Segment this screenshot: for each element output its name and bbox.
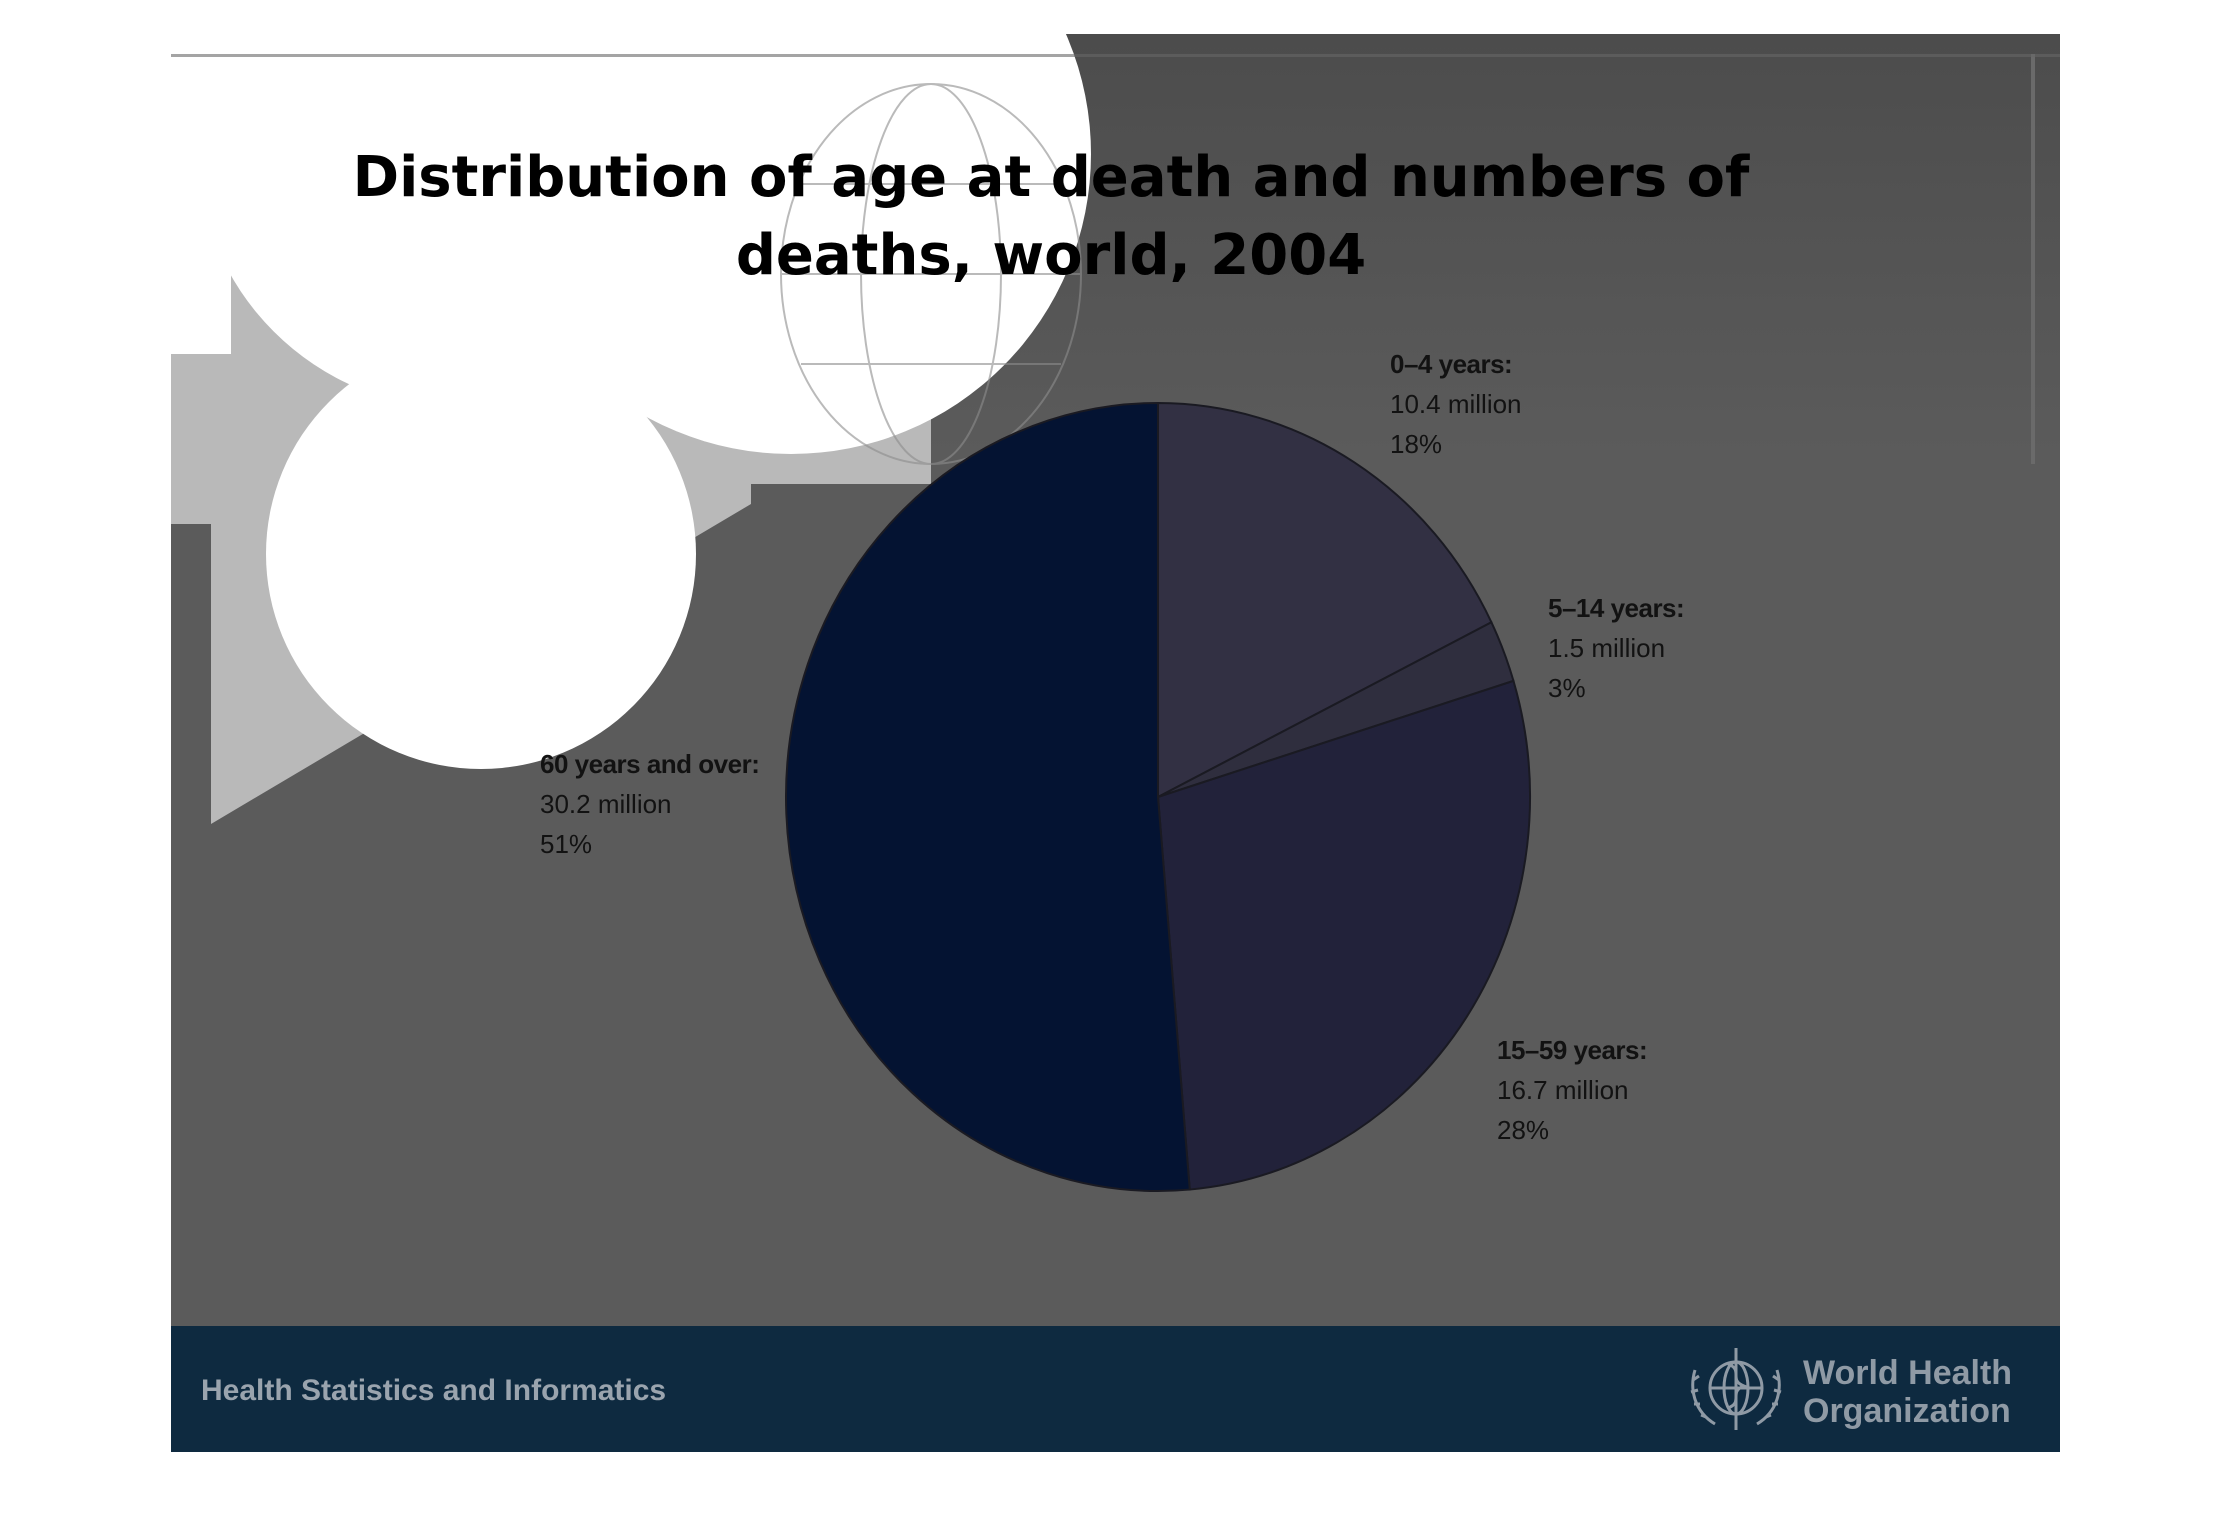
slice-label-name: 15–59 years: <box>1497 1035 1648 1065</box>
footer-bar: Health Statistics and Informatics World … <box>171 1326 2060 1452</box>
slice-label-value: 10.4 million <box>1390 389 1522 419</box>
pie-slice-60-plus <box>785 401 1191 1192</box>
pie-slice-0-4 <box>1157 401 1493 799</box>
slice-label-value: 1.5 million <box>1548 633 1666 663</box>
pie-chart <box>785 401 1531 1192</box>
slide: Distribution of age at death and numbers… <box>171 34 2060 1452</box>
slice-label-percent: 51% <box>540 829 593 859</box>
pie-slice-15-59 <box>1156 679 1531 1191</box>
who-name-line-1: World Health <box>1803 1354 2013 1392</box>
slice-label-percent: 3% <box>1548 673 1586 703</box>
slice-label-name: 0–4 years: <box>1390 349 1513 379</box>
slice-label-name: 5–14 years: <box>1548 593 1685 623</box>
slice-label-value: 16.7 million <box>1497 1075 1629 1105</box>
slice-label-5-14: 5–14 years: 1.5 million 3% <box>1548 588 1685 708</box>
slice-label-percent: 18% <box>1390 429 1443 459</box>
slice-label-0-4: 0–4 years: 10.4 million 18% <box>1390 344 1522 464</box>
slice-label-60-plus: 60 years and over: 30.2 million 51% <box>540 744 760 864</box>
chart-title: Distribution of age at death and numbers… <box>351 139 1751 295</box>
slice-label-value: 30.2 million <box>540 789 672 819</box>
who-name-line-2: Organization <box>1803 1392 2011 1430</box>
chart-title-line-1: Distribution of age at death and numbers… <box>352 145 1750 210</box>
slide-background-decoration <box>171 34 2060 824</box>
chart-title-line-2: deaths, world, 2004 <box>735 223 1367 288</box>
slice-label-15-59: 15–59 years: 16.7 million 28% <box>1497 1030 1648 1150</box>
who-emblem-icon <box>1690 1348 1782 1430</box>
who-organization-name: World Health Organization <box>1803 1354 2012 1430</box>
slice-label-percent: 28% <box>1497 1115 1550 1145</box>
slice-label-name: 60 years and over: <box>540 749 760 779</box>
footer-department-text: Health Statistics and Informatics <box>201 1374 667 1407</box>
